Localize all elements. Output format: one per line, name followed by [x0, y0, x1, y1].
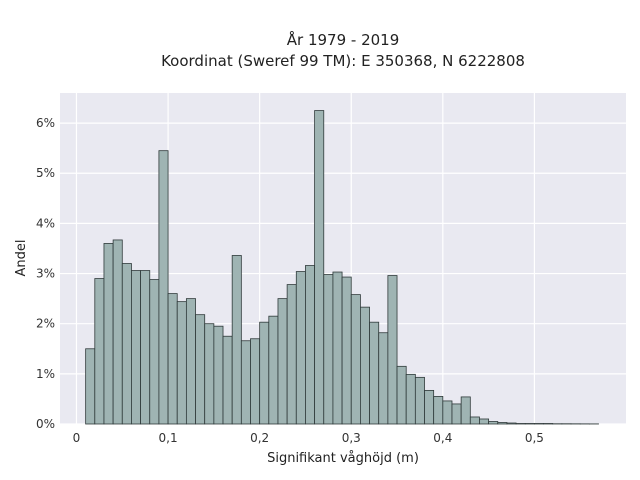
histogram-bar: [405, 373, 416, 425]
x-tick-label: 0: [73, 431, 81, 445]
histogram-bar: [121, 263, 132, 425]
histogram-bar: [387, 275, 398, 425]
histogram-bar: [103, 243, 114, 425]
y-tick-label: 0%: [36, 417, 55, 431]
histogram-bar: [479, 418, 490, 425]
histogram-bar: [433, 396, 444, 425]
histogram-bar: [176, 301, 187, 425]
histogram-bar: [158, 150, 169, 425]
histogram-bar: [369, 321, 380, 425]
histogram-bar: [396, 365, 407, 425]
histogram-bar: [268, 315, 279, 425]
tick-labels: 0 0,1 0,2 0,3 0,4 0,5 0% 1% 2% 3% 4% 5% 6%: [36, 116, 544, 445]
x-axis-label: Signifikant våghöjd (m): [267, 451, 419, 466]
histogram-bar: [222, 335, 233, 425]
chart-title-line1: År 1979 - 2019: [287, 30, 400, 49]
y-axis-label: Andel: [14, 240, 29, 277]
histogram-bar: [240, 340, 251, 425]
histogram-bar: [442, 400, 453, 425]
y-tick-label: 5%: [36, 166, 55, 180]
x-tick-label: 0,3: [342, 431, 361, 445]
histogram-bar: [515, 423, 526, 425]
histogram-bar: [149, 279, 160, 425]
y-tick-label: 3%: [36, 267, 55, 281]
histogram-bar: [323, 274, 334, 425]
histogram-bars: [85, 110, 599, 425]
histogram-bar: [314, 110, 325, 425]
histogram-bar: [414, 376, 425, 425]
histogram-bar: [277, 298, 288, 425]
histogram-bar: [167, 293, 178, 425]
histogram-bar: [295, 271, 306, 425]
y-tick-label: 1%: [36, 367, 55, 381]
x-tick-label: 0,2: [250, 431, 269, 445]
histogram-bar: [94, 278, 105, 425]
histogram-bar: [85, 348, 96, 425]
histogram-bar: [497, 422, 508, 425]
histogram-bar: [460, 396, 471, 425]
y-tick-label: 4%: [36, 216, 55, 230]
histogram-bar: [250, 338, 261, 425]
histogram-bar: [259, 321, 270, 425]
histogram-bar: [543, 423, 554, 425]
histogram-bar: [204, 323, 215, 425]
histogram-bar: [213, 325, 224, 425]
y-tick-label: 6%: [36, 116, 55, 130]
histogram-bar: [534, 423, 544, 425]
histogram-bar: [341, 276, 352, 425]
histogram-bar: [378, 332, 389, 425]
histogram-bar: [332, 271, 343, 425]
histogram-bar: [506, 422, 517, 425]
histogram-bar: [488, 421, 499, 425]
histogram-bar: [360, 306, 370, 425]
histogram-bar: [195, 314, 206, 425]
x-tick-label: 0,4: [433, 431, 452, 445]
histogram-bar: [524, 423, 535, 425]
histogram-bar: [131, 270, 141, 425]
x-tick-label: 0,5: [525, 431, 544, 445]
chart-title-line2: Koordinat (Sweref 99 TM): E 350368, N 62…: [161, 52, 525, 70]
histogram-bar: [469, 416, 480, 425]
y-tick-label: 2%: [36, 317, 55, 331]
x-tick-label: 0,1: [159, 431, 178, 445]
histogram-bar: [112, 239, 123, 425]
histogram-bar: [451, 403, 462, 425]
histogram-bar: [231, 255, 242, 425]
histogram-bar: [140, 270, 151, 425]
histogram-bar: [424, 389, 435, 425]
histogram-bar: [350, 294, 361, 425]
histogram-bar: [305, 265, 316, 425]
histogram-bar: [185, 298, 196, 425]
histogram-bar: [286, 284, 297, 425]
